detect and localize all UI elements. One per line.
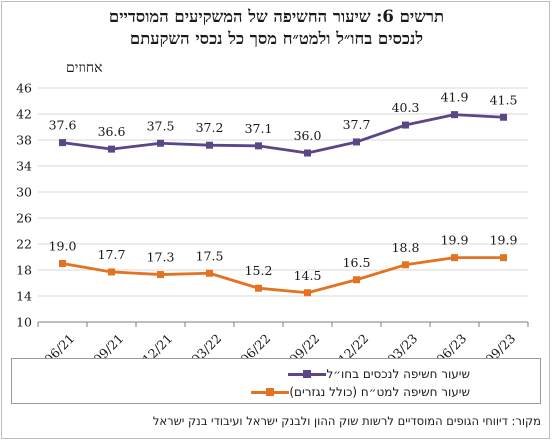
series-1-marker-8 bbox=[451, 254, 458, 262]
series-1-marker-6 bbox=[353, 276, 360, 284]
y-tick-label-14: 14 bbox=[16, 289, 32, 304]
series-1-data-label-7: 18.8 bbox=[392, 240, 420, 255]
x-tick-label-06-21: 06/21 bbox=[41, 331, 77, 360]
axes: 10 14 18 22 26 30 34 38 42 46 אחוזים 06/21 09/21 12/2… bbox=[16, 60, 529, 360]
series-0-data-label-6: 37.7 bbox=[343, 117, 371, 132]
y-tick-label-38: 38 bbox=[16, 133, 32, 148]
series-line-0 bbox=[62, 113, 504, 155]
series-0-marker-9 bbox=[500, 113, 507, 121]
legend-label-fx: שיעור חשיפה למט״ח (כולל נגזרים) bbox=[289, 385, 470, 399]
series-0-data-label-1: 36.6 bbox=[98, 124, 126, 139]
data-labels: 37.6 36.6 37.5 37.2 37.1 36.0 37.7 40.3 41.9 41.5… bbox=[49, 90, 518, 283]
legend-swatch-fx bbox=[251, 385, 290, 399]
x-tick-label-09-23: 09/23 bbox=[482, 331, 518, 360]
series-1-data-label-9: 19.9 bbox=[490, 233, 518, 248]
legend: שיעור חשיפה לנכסים בחו״ל שיעור חשיפה למט… bbox=[11, 358, 541, 404]
x-tick-label-12-21: 12/21 bbox=[139, 331, 175, 360]
series-0-marker-8 bbox=[451, 111, 458, 119]
x-tick-label-03-23: 03/23 bbox=[384, 331, 420, 360]
legend-label-abroad: שיעור חשיפה לנכסים בחו״ל bbox=[326, 367, 470, 381]
y-tick-label-10: 10 bbox=[16, 315, 32, 330]
series-1-data-label-8: 19.9 bbox=[441, 233, 469, 248]
y-tick-label-22: 22 bbox=[16, 237, 32, 252]
series bbox=[59, 111, 507, 297]
series-0-marker-0 bbox=[59, 139, 66, 147]
legend-swatch-abroad bbox=[288, 367, 327, 381]
x-tick-label-12-22: 12/22 bbox=[335, 331, 371, 360]
source-note: מקור: דיווחי הגופים המוסדיים לרשות שוק ה… bbox=[152, 414, 541, 428]
x-tick-label-03-22: 03/22 bbox=[188, 331, 224, 360]
series-1-marker-3 bbox=[206, 269, 213, 277]
series-0-data-label-3: 37.2 bbox=[196, 120, 224, 135]
series-1-data-label-0: 19.0 bbox=[49, 239, 77, 254]
y-tick-label-18: 18 bbox=[16, 263, 32, 278]
series-1-data-label-4: 15.2 bbox=[245, 263, 273, 278]
series-1-marker-2 bbox=[157, 271, 164, 279]
series-1-marker-5 bbox=[304, 289, 311, 297]
grid-lines bbox=[38, 87, 528, 297]
y-tick-label-42: 42 bbox=[16, 107, 32, 122]
chart-title-line-2: לנכסים בחו״ל ולמט״ח מסך כל נכסי השקעתם bbox=[129, 29, 424, 48]
y-tick-label-26: 26 bbox=[16, 211, 32, 226]
chart-title-line-1: תרשים 6: שיעור החשיפה של המשקיעים המוסדי… bbox=[108, 7, 445, 26]
y-tick-label-34: 34 bbox=[16, 159, 32, 174]
series-1-data-label-1: 17.7 bbox=[98, 247, 126, 262]
legend-item-fx: שיעור חשיפה למט״ח (כולל נגזרים) bbox=[245, 383, 470, 401]
series-0-marker-6 bbox=[353, 138, 360, 146]
series-0-data-label-9: 41.5 bbox=[490, 92, 518, 107]
series-0-data-label-0: 37.6 bbox=[49, 118, 77, 133]
series-0-data-label-8: 41.9 bbox=[441, 90, 469, 105]
series-1-marker-4 bbox=[255, 284, 262, 292]
series-0-data-label-5: 36.0 bbox=[294, 128, 322, 143]
series-0-marker-2 bbox=[157, 139, 164, 147]
y-tick-label-30: 30 bbox=[16, 185, 32, 200]
series-1-marker-9 bbox=[500, 254, 507, 262]
line-chart: 10 14 18 22 26 30 34 38 42 46 אחוזים 06/21 09/21 12/2… bbox=[16, 60, 529, 360]
x-tick-label-06-22: 06/22 bbox=[237, 331, 273, 360]
legend-item-abroad: שיעור חשיפה לנכסים בחו״ל bbox=[282, 365, 470, 383]
y-axis-label: אחוזים bbox=[66, 60, 103, 76]
series-0-data-label-2: 37.5 bbox=[147, 118, 175, 133]
x-tick-label-06-23: 06/23 bbox=[433, 331, 469, 360]
series-1-marker-1 bbox=[108, 268, 115, 276]
series-0-data-label-4: 37.1 bbox=[245, 121, 273, 136]
x-tick-label-09-22: 09/22 bbox=[286, 331, 322, 360]
series-0-marker-7 bbox=[402, 121, 409, 129]
series-0-marker-1 bbox=[108, 145, 115, 153]
series-0-marker-5 bbox=[304, 149, 311, 157]
series-1-marker-7 bbox=[402, 261, 409, 269]
series-0-marker-4 bbox=[255, 142, 262, 150]
series-1-data-label-2: 17.3 bbox=[147, 250, 175, 265]
series-1-marker-0 bbox=[59, 260, 66, 267]
y-tick-label-46: 46 bbox=[16, 81, 32, 96]
series-0-data-label-7: 40.3 bbox=[392, 100, 420, 115]
chart-title: תרשים 6: שיעור החשיפה של המשקיעים המוסדי… bbox=[0, 6, 553, 50]
x-tick-label-09-21: 09/21 bbox=[90, 331, 126, 360]
series-1-data-label-3: 17.5 bbox=[196, 248, 224, 263]
series-1-data-label-5: 14.5 bbox=[294, 268, 322, 283]
series-1-data-label-6: 16.5 bbox=[343, 255, 371, 270]
series-line-1 bbox=[62, 256, 504, 295]
series-0-marker-3 bbox=[206, 141, 213, 149]
